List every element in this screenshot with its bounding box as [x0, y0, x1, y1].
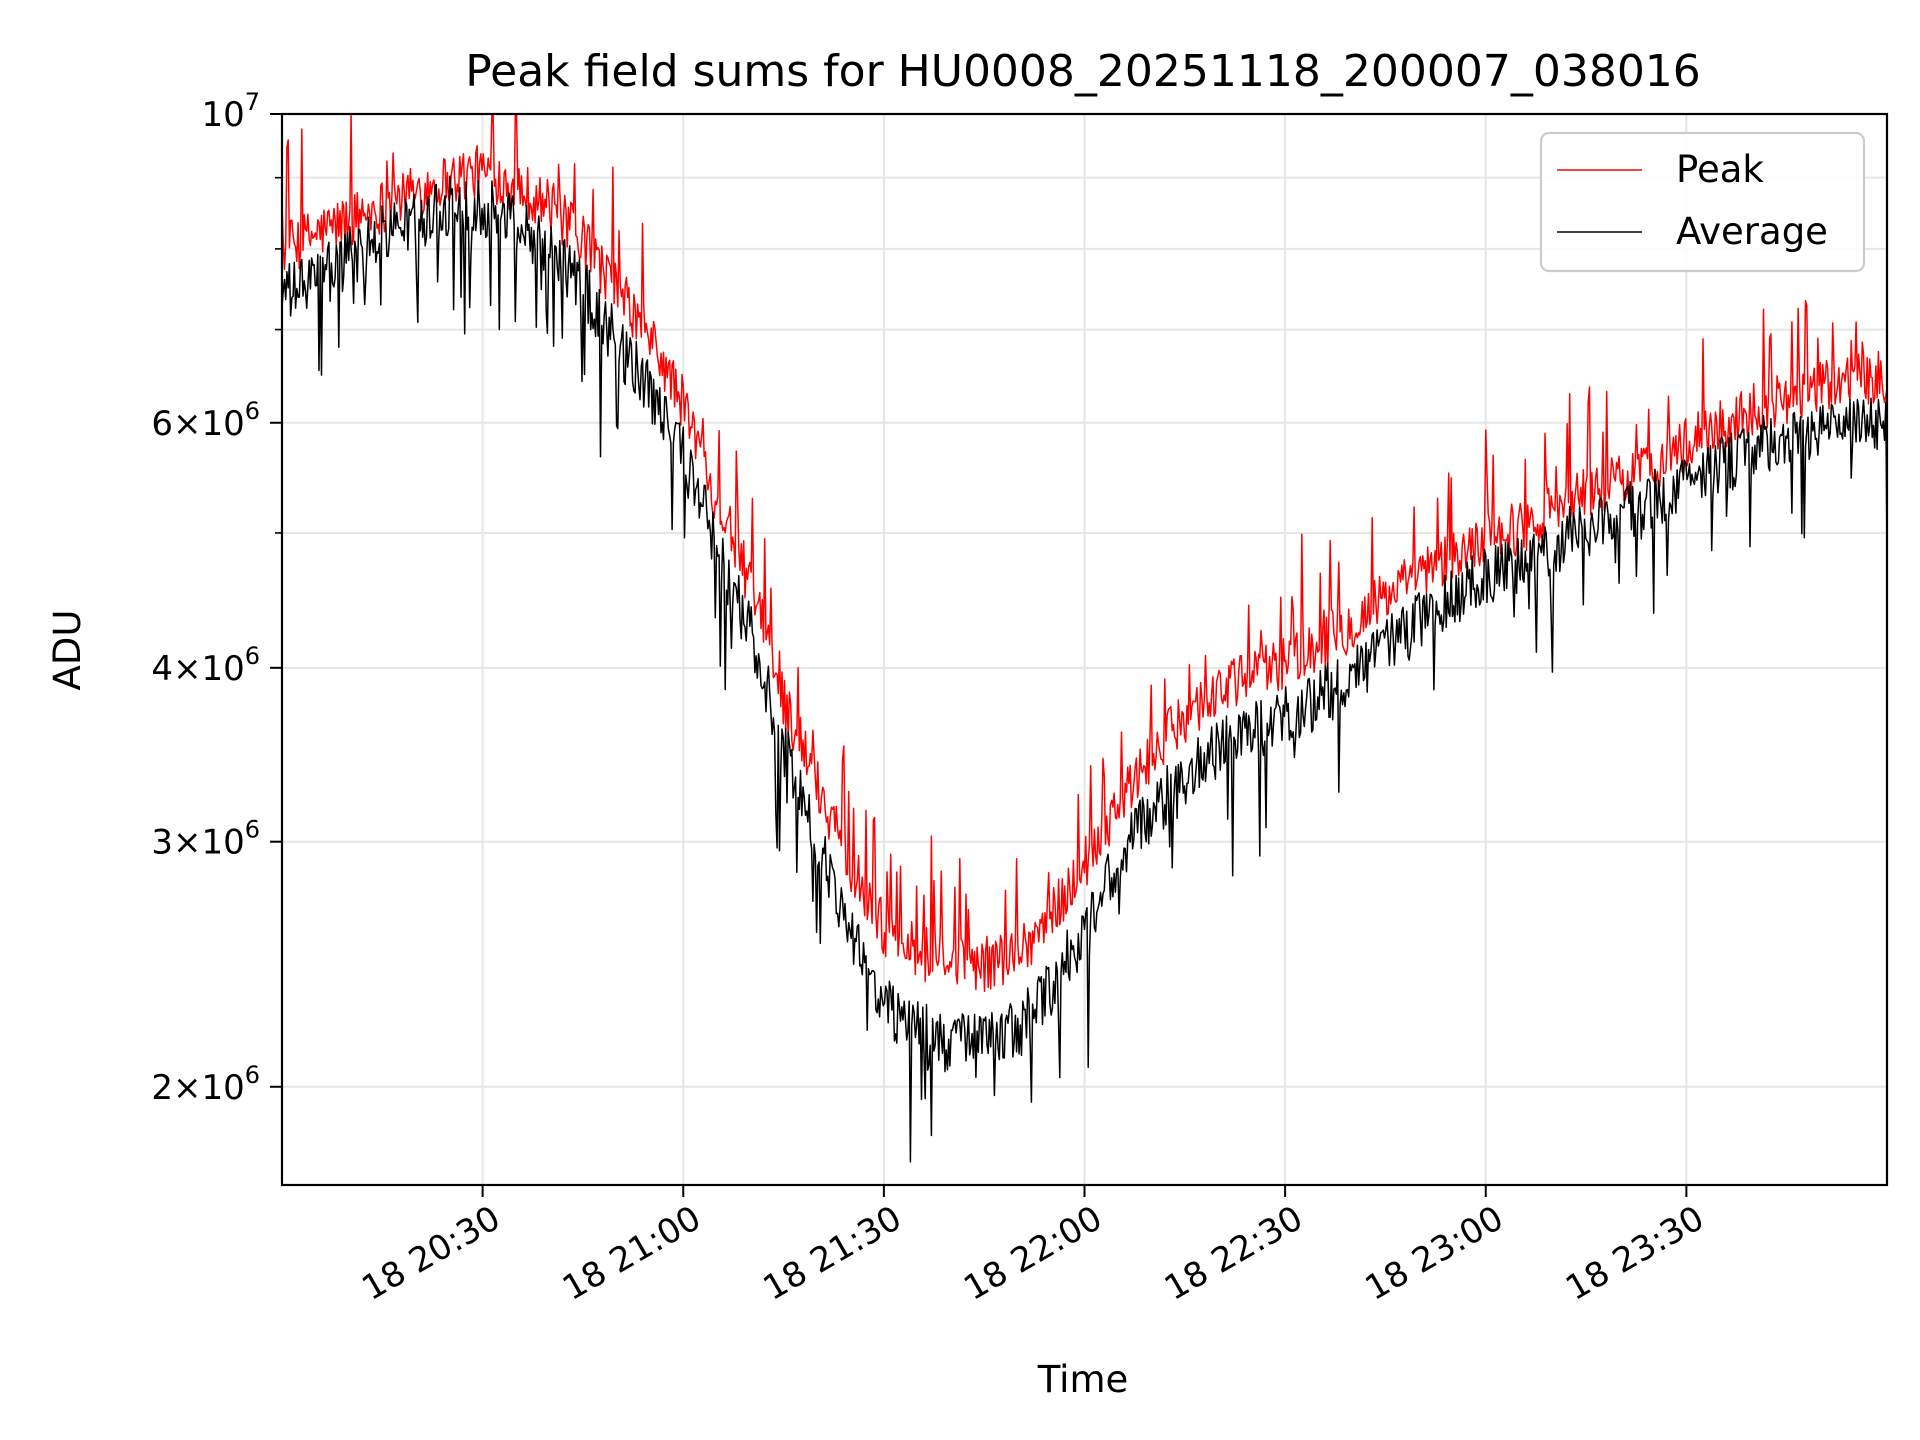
legend-average-label: Average: [1676, 210, 1828, 253]
y-tick-label: 3×106: [151, 816, 260, 863]
y-axis-label: ADU: [46, 610, 89, 691]
plot-series: [281, 113, 1888, 1163]
y-axis: 2×106 3×106 4×106 6×106 107: [151, 88, 282, 1108]
x-axis-label: Time: [1037, 1358, 1129, 1401]
y-tick-label: 107: [201, 88, 260, 135]
legend: Peak Average: [1539, 131, 1866, 273]
y-tick-label: 2×106: [151, 1061, 260, 1108]
series-line-peak: [281, 113, 1888, 993]
y-tick-label: 4×106: [151, 642, 260, 689]
legend-peak-label: Peak: [1676, 148, 1764, 191]
y-tick-label: 6×106: [151, 397, 260, 444]
series-line-average: [281, 175, 1888, 1163]
chart-title: Peak field sums for HU0008_20251118_2000…: [465, 46, 1701, 97]
legend-box: [1539, 131, 1866, 273]
